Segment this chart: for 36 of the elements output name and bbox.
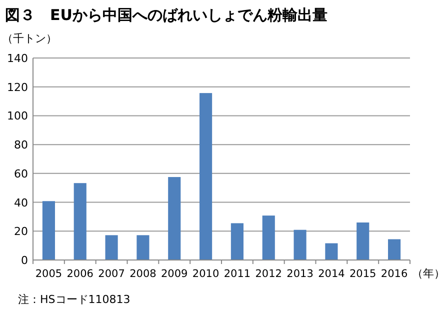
bar <box>262 216 275 260</box>
bar <box>168 177 181 260</box>
x-tick-label: 2011 <box>224 268 251 280</box>
x-axis-title: （年） <box>412 267 444 280</box>
x-tick-label: 2006 <box>66 268 94 280</box>
y-tick-label: 40 <box>14 196 28 210</box>
x-tick-label: 2009 <box>161 268 188 280</box>
y-tick-label: 20 <box>14 225 28 238</box>
y-tick-label: 140 <box>7 52 28 65</box>
bar <box>230 223 244 260</box>
y-axis-title: （千トン） <box>2 32 57 45</box>
bar <box>42 201 55 260</box>
bar <box>294 230 306 260</box>
x-tick-label: 2010 <box>192 268 220 280</box>
bar <box>325 243 338 260</box>
x-tick-label: 2014 <box>318 268 346 280</box>
y-tick-label: 60 <box>14 167 28 180</box>
x-tick-label: 2005 <box>35 268 62 280</box>
text: 注：HSコード110813 <box>18 293 130 306</box>
bar <box>105 235 118 260</box>
bar <box>200 93 212 260</box>
y-tick-label: 0 <box>21 254 28 267</box>
bar <box>74 183 86 260</box>
y-tick-label: 80 <box>14 138 28 152</box>
y-tick-label: 120 <box>7 80 28 94</box>
x-tick-label: 2007 <box>98 268 125 280</box>
x-tick-label: 2016 <box>380 268 408 280</box>
y-tick-label: 100 <box>7 110 28 123</box>
bar <box>356 222 370 260</box>
chart-title: 図３ EUから中国へのばれいしょでん粉輸出量 <box>5 6 328 24</box>
x-tick-label: 2015 <box>350 268 376 280</box>
x-tick-label: 2013 <box>286 268 314 280</box>
bar <box>388 239 401 260</box>
bar <box>136 235 150 260</box>
x-tick-label: 2008 <box>130 268 156 280</box>
x-tick-label: 2012 <box>255 268 282 280</box>
